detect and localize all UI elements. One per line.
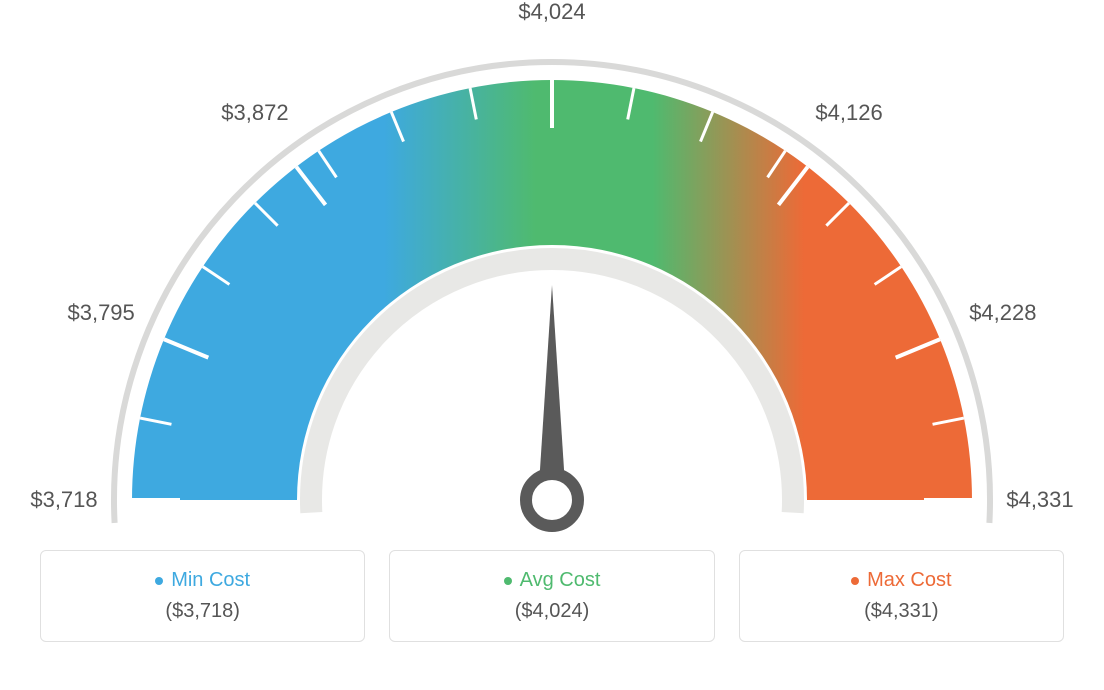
legend-dot-min <box>155 577 163 585</box>
legend-label-max-text: Max Cost <box>867 569 951 591</box>
legend-dot-max <box>851 577 859 585</box>
legend-dot-avg <box>504 577 512 585</box>
legend-label-avg: Avg Cost <box>410 569 693 592</box>
legend-row: Min Cost ($3,718) Avg Cost ($4,024) Max … <box>0 550 1104 642</box>
gauge-tick-label: $4,228 <box>969 300 1036 326</box>
legend-label-avg-text: Avg Cost <box>520 569 601 591</box>
legend-value-avg: ($4,024) <box>410 600 693 623</box>
gauge-tick-label: $4,126 <box>815 100 882 126</box>
legend-value-min: ($3,718) <box>61 600 344 623</box>
gauge-chart: $3,718 $3,795 $3,872 $4,024 $4,126 $4,228 $4,3… <box>0 0 1104 540</box>
legend-label-min: Min Cost <box>61 569 344 592</box>
gauge-tick-label: $3,872 <box>221 100 288 126</box>
legend-box-avg: Avg Cost ($4,024) <box>389 550 714 642</box>
legend-box-min: Min Cost ($3,718) <box>40 550 365 642</box>
legend-value-max: ($4,331) <box>760 600 1043 623</box>
gauge-tick-label: $4,331 <box>1006 487 1073 513</box>
gauge-svg <box>0 0 1104 540</box>
gauge-tick-label: $3,795 <box>67 300 134 326</box>
gauge-tick-label: $3,718 <box>30 487 97 513</box>
legend-box-max: Max Cost ($4,331) <box>739 550 1064 642</box>
gauge-tick-label: $4,024 <box>518 0 585 25</box>
legend-label-max: Max Cost <box>760 569 1043 592</box>
legend-label-min-text: Min Cost <box>171 569 250 591</box>
